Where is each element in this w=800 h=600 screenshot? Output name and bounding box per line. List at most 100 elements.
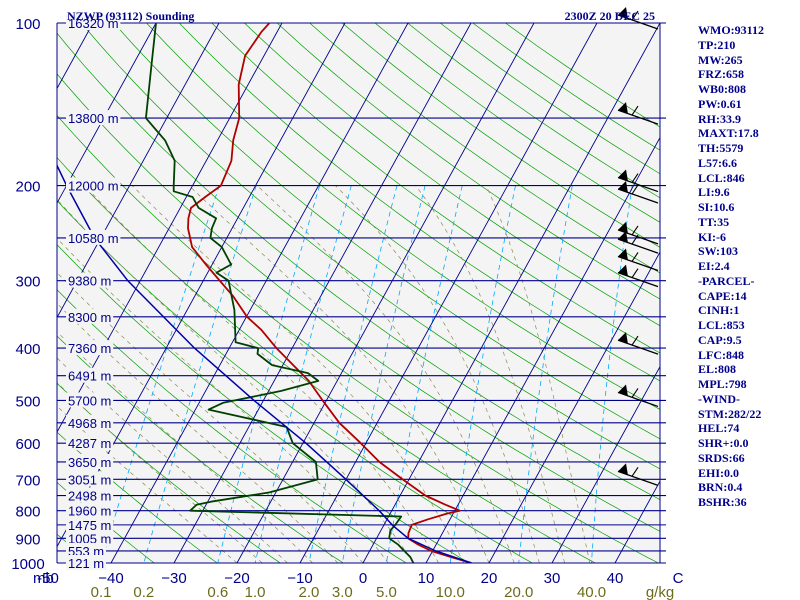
height-label-bg: [66, 308, 114, 324]
index-line: CAPE:14: [698, 288, 747, 303]
temperature-tick-label: −10: [287, 570, 312, 587]
index-line: SHR+:0.0: [698, 436, 749, 450]
pressure-tick-label: 300: [15, 274, 40, 291]
height-label: 1475 m: [68, 518, 111, 533]
isotherm: [110, 23, 409, 563]
mixing-ratio-line: [591, 185, 633, 563]
mixing-ratio-label: 10.0: [436, 584, 465, 600]
index-line: MW:265: [698, 52, 743, 67]
index-line: RH:33.9: [698, 111, 741, 126]
height-label-bg: [66, 414, 114, 430]
pressure-tick-label: 900: [15, 531, 40, 548]
height-label: 4287 m: [68, 436, 111, 451]
height-label: 3650 m: [68, 455, 111, 470]
mixing-ratio-label: 40.0: [577, 584, 606, 600]
wind-barb: [617, 264, 659, 288]
height-label: 1005 m: [68, 531, 111, 546]
index-line: SW:103: [698, 244, 739, 259]
index-line: EHI:0.0: [698, 465, 740, 480]
chart-title: NZWP (93112) Sounding: [67, 9, 194, 23]
wind-barb: [617, 221, 659, 245]
mixing-ratio-label: 1.0: [245, 584, 266, 600]
pressure-tick-label: 100: [15, 16, 40, 33]
wind-barb: [617, 7, 659, 30]
wind-barb: [617, 231, 659, 254]
index-line: -PARCEL-: [698, 273, 755, 288]
temperature-tick-label: −30: [161, 570, 186, 587]
pressure-tick-label: 800: [15, 504, 40, 521]
height-label-bg: [66, 15, 121, 30]
index-line: LFC:848: [698, 347, 744, 362]
moist-adiabat: [335, 185, 540, 563]
index-line: STM:282/22: [698, 406, 762, 421]
index-line: KI:-6: [698, 229, 726, 244]
temperature-tick-label: 30: [544, 570, 561, 587]
isobars: [57, 22, 666, 564]
pressure-tick-label: 600: [15, 436, 40, 453]
mixing-ratio-label: 5.0: [376, 584, 397, 600]
index-line: CINH:1: [698, 303, 740, 318]
index-line: TH:5579: [698, 141, 744, 155]
mixing-ratio-label: 0.6: [207, 584, 228, 600]
isotherm: [362, 23, 660, 563]
height-label: 9380 m: [68, 274, 111, 289]
height-label-bg: [66, 367, 114, 383]
pressure-tick-label: 200: [15, 179, 40, 196]
index-line: EL:808: [698, 362, 737, 377]
temperature-tick-label: C: [673, 570, 684, 587]
index-line: MPL:798: [698, 377, 747, 391]
moist-adiabat: [131, 185, 465, 563]
mixing-ratio-label: 2.0: [299, 584, 320, 600]
height-label-bg: [66, 487, 114, 503]
temperature-tick-label: −40: [98, 570, 123, 587]
pressure-tick-label: 1000: [11, 556, 44, 573]
temperature-profile: [187, 23, 472, 563]
wind-barbs: [617, 7, 659, 486]
temperature-tick-label: −20: [224, 570, 249, 587]
mixing-ratio-line: [254, 185, 352, 563]
temperature-tick-label: 10: [418, 570, 435, 587]
isotherm: [425, 136, 660, 563]
index-line: TT:35: [698, 214, 730, 229]
isotherm: [57, 23, 283, 434]
temperature-tick-label: -50: [37, 570, 59, 587]
index-line: MAXT:17.8: [698, 126, 759, 141]
isotherm: [173, 23, 472, 563]
index-line: CAP:9.5: [698, 332, 742, 347]
height-label: 16320 m: [68, 16, 119, 31]
height-label-bg: [66, 392, 114, 408]
index-line: BSHR:36: [698, 495, 747, 509]
profiles: [57, 23, 472, 563]
height-label-bg: [66, 453, 114, 469]
height-label-bg: [66, 542, 106, 558]
valid-time: 2300Z 20 DEC 25: [565, 9, 655, 23]
wind-barb: [617, 384, 659, 408]
temperature-tick-label: 40: [607, 570, 624, 587]
index-line: WB0:808: [698, 82, 746, 96]
wind-barb: [617, 102, 659, 125]
wind-barb: [617, 248, 659, 272]
parcel-profile: [57, 163, 472, 563]
height-label: 3051 m: [68, 472, 111, 487]
mixing-ratio-label: 0.1: [91, 584, 112, 600]
height-label-bg: [66, 272, 114, 288]
mixing-ratio-label: 20.0: [504, 584, 533, 600]
index-line: WMO:93112: [698, 23, 764, 37]
height-label: 1960 m: [68, 504, 111, 519]
wind-barb: [617, 332, 659, 355]
index-line: LI:9.6: [698, 185, 730, 200]
moist-adiabat: [57, 357, 288, 563]
isotherm: [488, 251, 660, 563]
height-label-bg: [66, 530, 114, 546]
height-label-bg: [66, 502, 114, 518]
height-label-bg: [66, 229, 121, 245]
index-line: TP:210: [698, 37, 736, 52]
height-label: 121 m: [68, 556, 104, 571]
height-label: 6491 m: [68, 369, 111, 384]
temperature-tick-label: 20: [481, 570, 498, 587]
moist-adiabat: [188, 185, 490, 563]
pressure-tick-label: 400: [15, 341, 40, 358]
index-line: PW:0.61: [698, 96, 742, 111]
moist-adiabat: [57, 382, 263, 563]
